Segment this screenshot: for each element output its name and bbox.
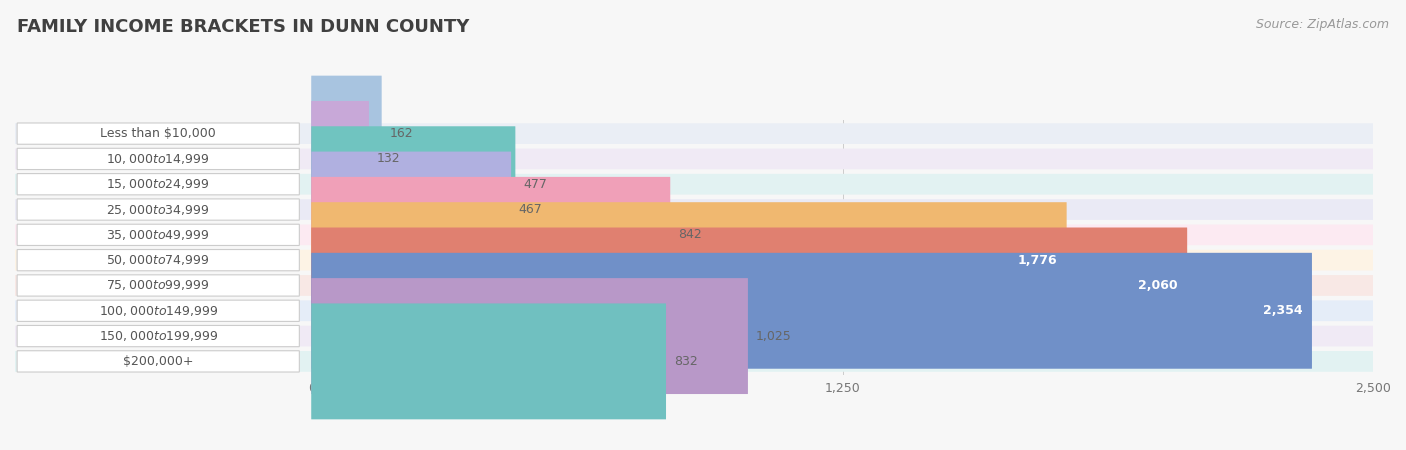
Text: 2,354: 2,354 [1263,304,1302,317]
FancyBboxPatch shape [311,278,748,394]
Text: $200,000+: $200,000+ [122,355,194,368]
Text: $75,000 to $99,999: $75,000 to $99,999 [107,279,209,292]
FancyBboxPatch shape [17,148,299,170]
FancyBboxPatch shape [15,301,1374,321]
FancyBboxPatch shape [15,326,1374,346]
Text: $25,000 to $34,999: $25,000 to $34,999 [107,202,209,216]
Text: FAMILY INCOME BRACKETS IN DUNN COUNTY: FAMILY INCOME BRACKETS IN DUNN COUNTY [17,18,470,36]
Text: 132: 132 [377,153,401,166]
FancyBboxPatch shape [17,174,299,195]
FancyBboxPatch shape [311,253,1312,369]
FancyBboxPatch shape [15,148,1374,169]
Text: 467: 467 [519,203,543,216]
FancyBboxPatch shape [15,250,1374,270]
Text: 1,776: 1,776 [1018,254,1057,267]
FancyBboxPatch shape [17,224,299,246]
FancyBboxPatch shape [15,199,1374,220]
Text: $50,000 to $74,999: $50,000 to $74,999 [107,253,209,267]
Text: 477: 477 [523,178,547,191]
FancyBboxPatch shape [17,351,299,372]
FancyBboxPatch shape [311,303,666,419]
FancyBboxPatch shape [17,275,299,296]
FancyBboxPatch shape [17,325,299,346]
FancyBboxPatch shape [311,177,671,293]
FancyBboxPatch shape [311,126,516,242]
FancyBboxPatch shape [17,199,299,220]
Text: 832: 832 [673,355,697,368]
Text: $10,000 to $14,999: $10,000 to $14,999 [107,152,209,166]
Text: Less than $10,000: Less than $10,000 [100,127,217,140]
Text: 1,025: 1,025 [755,329,792,342]
Text: $15,000 to $24,999: $15,000 to $24,999 [107,177,209,191]
Text: 842: 842 [678,228,702,241]
FancyBboxPatch shape [311,202,1067,318]
FancyBboxPatch shape [311,101,368,217]
FancyBboxPatch shape [311,228,1187,343]
Text: Source: ZipAtlas.com: Source: ZipAtlas.com [1256,18,1389,31]
FancyBboxPatch shape [15,275,1374,296]
Text: 162: 162 [389,127,413,140]
FancyBboxPatch shape [17,300,299,321]
Text: 2,060: 2,060 [1139,279,1178,292]
Text: $150,000 to $199,999: $150,000 to $199,999 [98,329,218,343]
FancyBboxPatch shape [311,76,381,192]
FancyBboxPatch shape [15,225,1374,245]
Text: $100,000 to $149,999: $100,000 to $149,999 [98,304,218,318]
FancyBboxPatch shape [17,249,299,271]
FancyBboxPatch shape [311,152,512,267]
FancyBboxPatch shape [17,123,299,144]
Text: $35,000 to $49,999: $35,000 to $49,999 [107,228,209,242]
FancyBboxPatch shape [15,174,1374,194]
FancyBboxPatch shape [15,123,1374,144]
FancyBboxPatch shape [15,351,1374,372]
